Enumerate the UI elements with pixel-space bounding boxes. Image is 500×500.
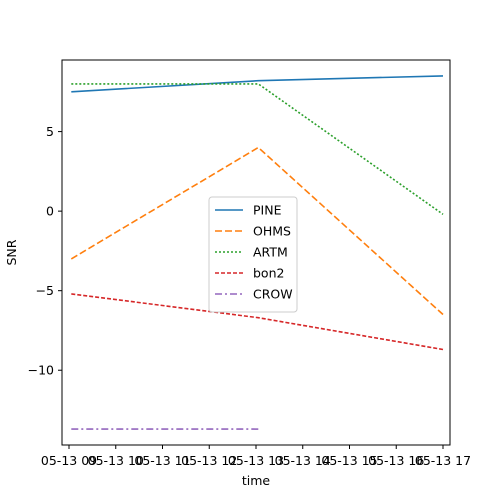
x-tick-label: 05-13 14 xyxy=(275,453,331,468)
series-line-ohms xyxy=(70,146,444,316)
x-tick-label: 05-13 09 xyxy=(41,453,97,468)
y-tick-label: 0 xyxy=(46,204,54,219)
y-tick-label: −5 xyxy=(36,283,54,298)
y-axis-label: SNR xyxy=(4,239,19,265)
x-tick-label: 05-13 13 xyxy=(228,453,284,468)
x-tick-label: 05-13 17 xyxy=(415,453,471,468)
x-axis-label: time xyxy=(242,473,271,488)
series-line-bon2 xyxy=(71,293,444,351)
x-tick-label: 05-13 15 xyxy=(321,453,377,468)
legend-label-artm: ARTM xyxy=(253,245,288,260)
legend-box xyxy=(208,196,298,313)
x-tick-label: 05-13 10 xyxy=(88,453,144,468)
legend-label-ohms: OHMS xyxy=(253,224,291,239)
legend: PINE OHMS ARTM bon2 CROW xyxy=(208,196,298,313)
x-tick-label: 05-13 16 xyxy=(368,453,424,468)
legend-label-pine: PINE xyxy=(253,203,282,218)
x-tick-label: 05-13 12 xyxy=(181,453,237,468)
y-tick-label: −10 xyxy=(28,363,54,378)
legend-label-crow: CROW xyxy=(253,287,293,302)
series-line-artm xyxy=(71,83,444,215)
legend-label-bon2: bon2 xyxy=(253,266,284,281)
y-axis-ticks: 5 0 −5 −10 xyxy=(28,124,62,378)
y-tick-label: 5 xyxy=(46,124,54,139)
plot-lines xyxy=(70,75,444,430)
series-line-pine xyxy=(71,75,444,93)
x-tick-label: 05-13 11 xyxy=(134,453,190,468)
